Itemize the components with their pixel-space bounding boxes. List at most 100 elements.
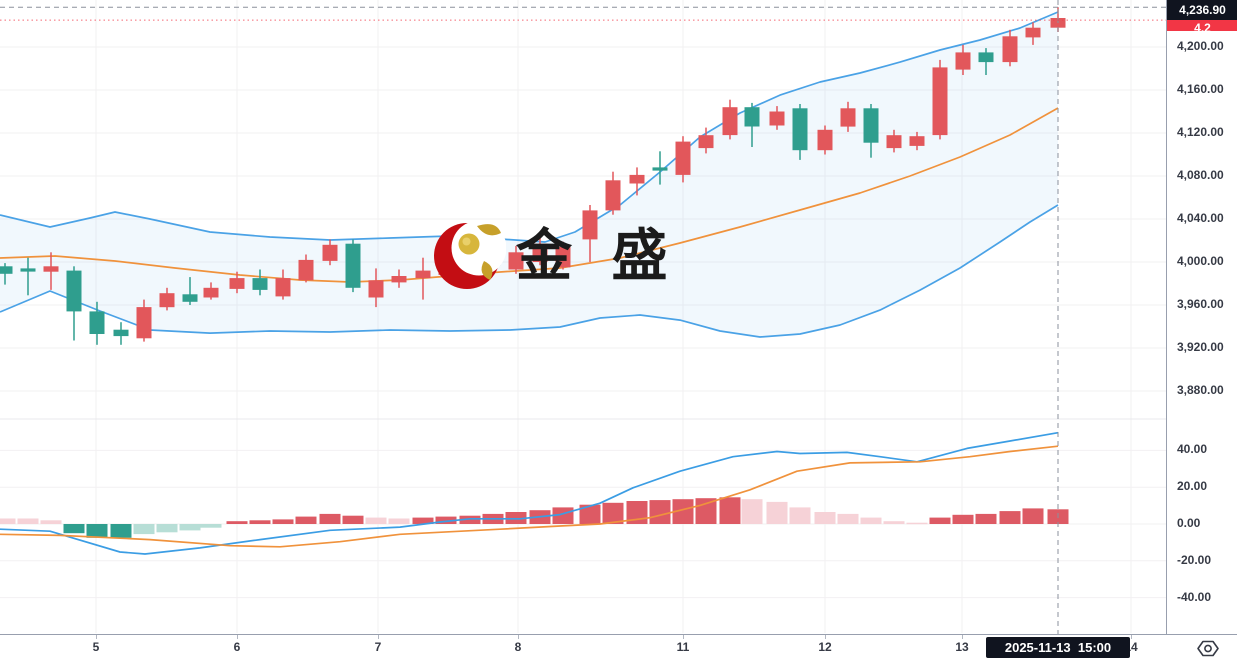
candle-body xyxy=(698,135,714,149)
candle-body xyxy=(978,52,994,63)
candle-body xyxy=(744,107,760,127)
candle-body xyxy=(182,294,198,302)
macd-histogram-bar xyxy=(999,511,1021,524)
time-tick-label: 5 xyxy=(92,640,100,654)
candle-body xyxy=(159,293,175,308)
candle-body xyxy=(840,108,856,127)
macd-histogram-bar xyxy=(789,507,811,524)
candle-body xyxy=(113,329,129,337)
macd-histogram-bar xyxy=(200,524,222,528)
price-tick-label: 4,120.00 xyxy=(1177,125,1224,139)
macd-histogram-bar xyxy=(179,524,201,531)
price-tick-label: 3,880.00 xyxy=(1177,383,1224,397)
time-tick-mark xyxy=(96,635,97,639)
macd-histogram-bar xyxy=(388,518,410,524)
price-tick-label: 4,040.00 xyxy=(1177,211,1224,225)
candle-body xyxy=(229,278,245,289)
macd-histogram-bar xyxy=(63,524,85,534)
time-tick-mark xyxy=(237,635,238,639)
candle-body xyxy=(0,266,13,274)
time-tick-mark xyxy=(1131,635,1132,639)
candle-body xyxy=(1025,27,1041,38)
candle-body xyxy=(863,108,879,143)
time-tick-label: 8 xyxy=(514,640,522,654)
candle-body xyxy=(415,270,431,279)
candle-body xyxy=(932,67,948,136)
indicator-tick-label: -40.00 xyxy=(1177,590,1212,604)
candle-body xyxy=(66,270,82,312)
macd-histogram-bar xyxy=(929,517,951,524)
last-price-badge: 4,236.90 xyxy=(1167,0,1237,20)
macd-histogram-bar xyxy=(86,524,108,538)
time-tick-mark xyxy=(825,635,826,639)
price-tick-label: 4,160.00 xyxy=(1177,82,1224,96)
crosshair-time-badge: 2025-11-13 15:00 xyxy=(986,637,1130,658)
candle-body xyxy=(298,259,314,281)
candle-body xyxy=(722,107,738,136)
macd-histogram-bar xyxy=(435,516,457,524)
macd-histogram-bar xyxy=(741,499,763,524)
candle-body xyxy=(675,141,691,175)
candle-body xyxy=(532,243,548,262)
macd-histogram-bar xyxy=(906,522,928,525)
macd-histogram-bar xyxy=(319,513,341,524)
candle-body xyxy=(886,135,902,149)
macd-histogram-bar xyxy=(0,518,16,524)
price-axis[interactable]: 4,200.00 4,160.00 4,120.00 4,080.00 4,040.00… xyxy=(1166,0,1237,634)
time-tick-mark xyxy=(962,635,963,639)
macd-histogram-bar xyxy=(412,517,434,524)
bollinger-middle-line xyxy=(0,107,1059,283)
time-tick-mark xyxy=(518,635,519,639)
macd-histogram-bar xyxy=(883,521,905,524)
macd-histogram-bar xyxy=(1022,508,1044,524)
candle-body xyxy=(368,280,384,298)
macd-histogram-bar xyxy=(952,514,974,524)
candle-body xyxy=(43,266,59,272)
macd-line xyxy=(0,431,1059,555)
candle-body xyxy=(1002,36,1018,63)
alert-price-badge: 4,2 xyxy=(1167,20,1237,31)
macd-histogram-bar xyxy=(602,502,624,524)
candle-body xyxy=(909,136,925,146)
time-axis[interactable]: 5 6 7 8 11 12 13 14 2025-11-13 15:00 xyxy=(0,634,1237,661)
macd-histogram-bar xyxy=(672,499,694,524)
macd-histogram-bar xyxy=(133,524,155,535)
macd-histogram-bar xyxy=(579,504,601,524)
candle-body xyxy=(391,276,407,283)
candle-body xyxy=(203,287,219,298)
candle-body xyxy=(605,180,621,211)
price-tick-label: 3,960.00 xyxy=(1177,297,1224,311)
bollinger-lower-line xyxy=(0,204,1059,338)
candle-body xyxy=(629,174,645,184)
time-tick-label: 12 xyxy=(818,640,832,654)
macd-histogram-bar xyxy=(110,524,132,538)
candle-body xyxy=(582,210,598,240)
candle-body xyxy=(817,129,833,151)
indicator-tick-label: 40.00 xyxy=(1177,442,1208,456)
macd-histogram-bar xyxy=(295,516,317,524)
settings-icon[interactable] xyxy=(1195,638,1221,659)
candle-body xyxy=(275,278,291,297)
candle-body xyxy=(955,52,971,70)
macd-histogram-bar xyxy=(17,518,39,524)
macd-histogram-bar xyxy=(40,520,62,524)
candle-body xyxy=(322,244,338,261)
macd-histogram-bar xyxy=(860,517,882,524)
time-tick-label: 11 xyxy=(676,640,690,654)
bollinger-upper-line xyxy=(0,11,1059,243)
time-tick-mark xyxy=(683,635,684,639)
time-tick-label: 13 xyxy=(955,640,969,654)
macd-histogram-bar xyxy=(342,515,364,524)
macd-histogram-bar xyxy=(814,512,836,524)
chart-canvas[interactable] xyxy=(0,0,1166,634)
candle-body xyxy=(652,167,668,171)
watermark-text: 金 盛 xyxy=(516,224,680,287)
price-tick-label: 4,080.00 xyxy=(1177,168,1224,182)
macd-histogram-bar xyxy=(766,501,788,524)
macd-histogram-bar xyxy=(837,513,859,524)
bollinger-fill xyxy=(0,12,1058,337)
candle-body xyxy=(769,111,785,126)
candle-body xyxy=(345,243,361,288)
macd-histogram-bar xyxy=(975,513,997,524)
